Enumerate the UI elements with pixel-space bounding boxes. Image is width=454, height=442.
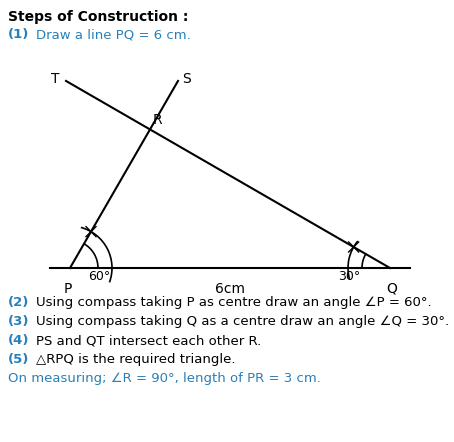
Text: T: T: [51, 72, 60, 86]
Text: Using compass taking Q as a centre draw an angle ∠Q = 30°.: Using compass taking Q as a centre draw …: [36, 315, 449, 328]
Text: Q: Q: [386, 282, 397, 296]
Text: Steps of Construction :: Steps of Construction :: [8, 10, 188, 24]
Text: (1): (1): [8, 28, 30, 41]
Text: 30°: 30°: [338, 270, 360, 283]
Text: S: S: [182, 72, 191, 86]
Text: Using compass taking P as centre draw an angle ∠P = 60°.: Using compass taking P as centre draw an…: [36, 296, 432, 309]
Text: On measuring; ∠R = 90°, length of PR = 3 cm.: On measuring; ∠R = 90°, length of PR = 3…: [8, 372, 321, 385]
Text: P: P: [64, 282, 72, 296]
Text: 6cm: 6cm: [215, 282, 245, 296]
Text: △RPQ is the required triangle.: △RPQ is the required triangle.: [36, 353, 236, 366]
Text: R: R: [153, 114, 163, 127]
Text: Draw a line PQ = 6 cm.: Draw a line PQ = 6 cm.: [36, 28, 191, 41]
Text: (4): (4): [8, 334, 30, 347]
Text: PS and QT intersect each other R.: PS and QT intersect each other R.: [36, 334, 261, 347]
Text: (3): (3): [8, 315, 30, 328]
Text: (2): (2): [8, 296, 30, 309]
Text: 60°: 60°: [88, 270, 110, 283]
Text: (5): (5): [8, 353, 30, 366]
